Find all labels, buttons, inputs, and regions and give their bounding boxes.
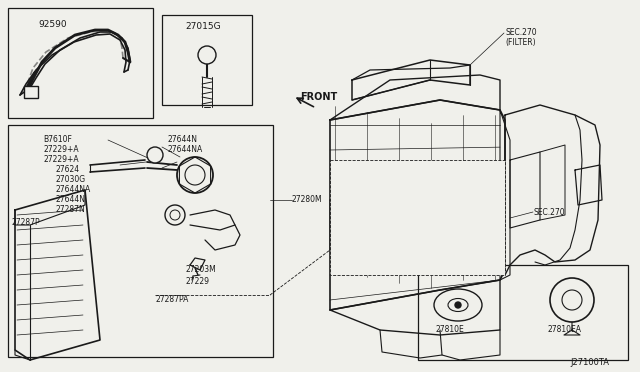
Circle shape [550,278,594,322]
Circle shape [562,290,582,310]
Circle shape [185,165,205,185]
Text: 27203M: 27203M [185,265,216,274]
Text: SEC.270: SEC.270 [505,28,536,37]
Text: 27287P: 27287P [12,218,40,227]
Text: 27280M: 27280M [292,195,323,204]
Text: J27100TA: J27100TA [570,358,609,367]
Text: FRONT: FRONT [300,92,337,102]
Circle shape [120,62,130,72]
Text: 27644NA: 27644NA [55,185,90,194]
Bar [162,15,252,105]
Ellipse shape [448,298,468,311]
Text: 27624: 27624 [55,165,79,174]
Text: 92590: 92590 [38,20,67,29]
Circle shape [455,302,461,308]
Text: SEC.270: SEC.270 [533,208,564,217]
Circle shape [147,147,163,163]
Bar [8,125,273,357]
Bar [8,8,153,118]
Ellipse shape [434,289,482,321]
Text: 27229+A: 27229+A [43,155,79,164]
Bar [330,160,505,275]
Text: (FILTER): (FILTER) [505,38,536,47]
Text: 27287PA: 27287PA [155,295,188,304]
Bar [418,265,628,360]
Circle shape [170,210,180,220]
Bar [24,86,38,98]
Text: 27015G: 27015G [185,22,221,31]
Text: 27644N: 27644N [55,195,85,204]
Text: 27030G: 27030G [55,175,85,184]
Text: 27229+A: 27229+A [43,145,79,154]
Text: 27644NA: 27644NA [168,145,204,154]
Circle shape [198,46,216,64]
Text: 27287N: 27287N [55,205,84,214]
Text: 27810E: 27810E [435,325,464,334]
Text: 27229: 27229 [185,277,209,286]
Text: B7610F: B7610F [43,135,72,144]
Circle shape [177,157,213,193]
Circle shape [165,205,185,225]
Text: 27810EA: 27810EA [548,325,582,334]
Text: 27644N: 27644N [168,135,198,144]
